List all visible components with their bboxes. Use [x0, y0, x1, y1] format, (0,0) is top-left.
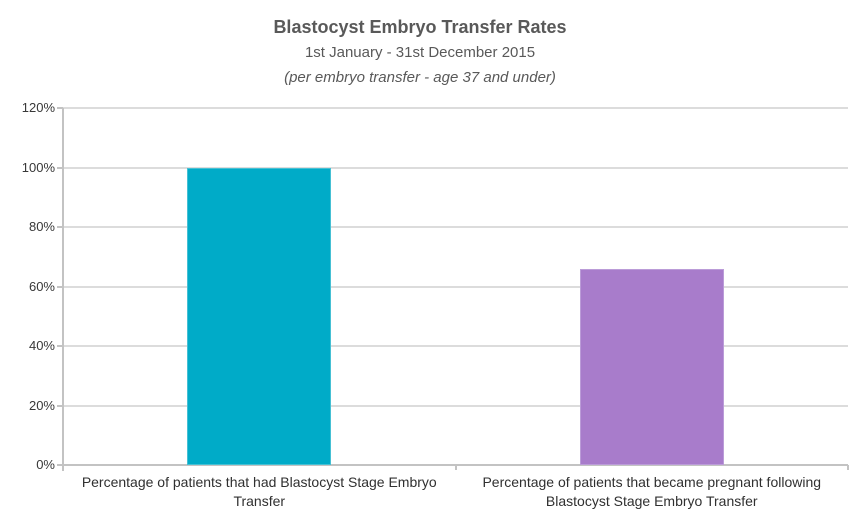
bar-pregnant-following-transfer — [579, 268, 724, 465]
y-axis-tick — [57, 166, 63, 169]
y-axis-tick-label: 100% — [21, 159, 55, 175]
y-axis-tick-label: 40% — [28, 338, 55, 353]
x-axis-tick — [847, 465, 849, 470]
gridline — [63, 285, 848, 288]
y-axis-tick — [57, 226, 63, 228]
gridline — [63, 107, 848, 109]
y-axis-tick — [57, 404, 63, 407]
chart-title: Blastocyst Embryo Transfer Rates — [273, 17, 567, 37]
y-axis-tick-label: 120% — [21, 100, 55, 115]
y-axis-tick-label: 0% — [36, 457, 55, 472]
bar-blastocyst-transfer — [187, 167, 332, 465]
gridline — [63, 226, 848, 228]
y-axis-tick — [57, 345, 63, 347]
y-axis-tick — [57, 107, 63, 109]
y-axis-tick — [57, 285, 63, 288]
x-axis-category-label: Percentage of patients that had Blastocy… — [81, 474, 437, 509]
x-axis-category-label: Percentage of patients that became pregn… — [482, 474, 822, 509]
y-axis-tick-label: 20% — [28, 397, 55, 413]
y-axis-tick-label: 80% — [28, 219, 55, 234]
chart-note: (per embryo transfer - age 37 and under) — [284, 69, 556, 86]
chart-header: Blastocyst Embryo Transfer Rates 1st Jan… — [0, 14, 840, 90]
gridline — [63, 345, 848, 347]
chart-subtitle: 1st January - 31st December 2015 — [304, 44, 536, 61]
y-axis-tick-label: 60% — [28, 278, 55, 294]
x-axis-tick — [454, 465, 457, 470]
x-axis-tick — [62, 465, 64, 470]
gridline — [63, 404, 848, 407]
y-axis-tick — [57, 464, 63, 466]
gridline — [63, 166, 848, 169]
y-axis-line — [62, 108, 64, 471]
